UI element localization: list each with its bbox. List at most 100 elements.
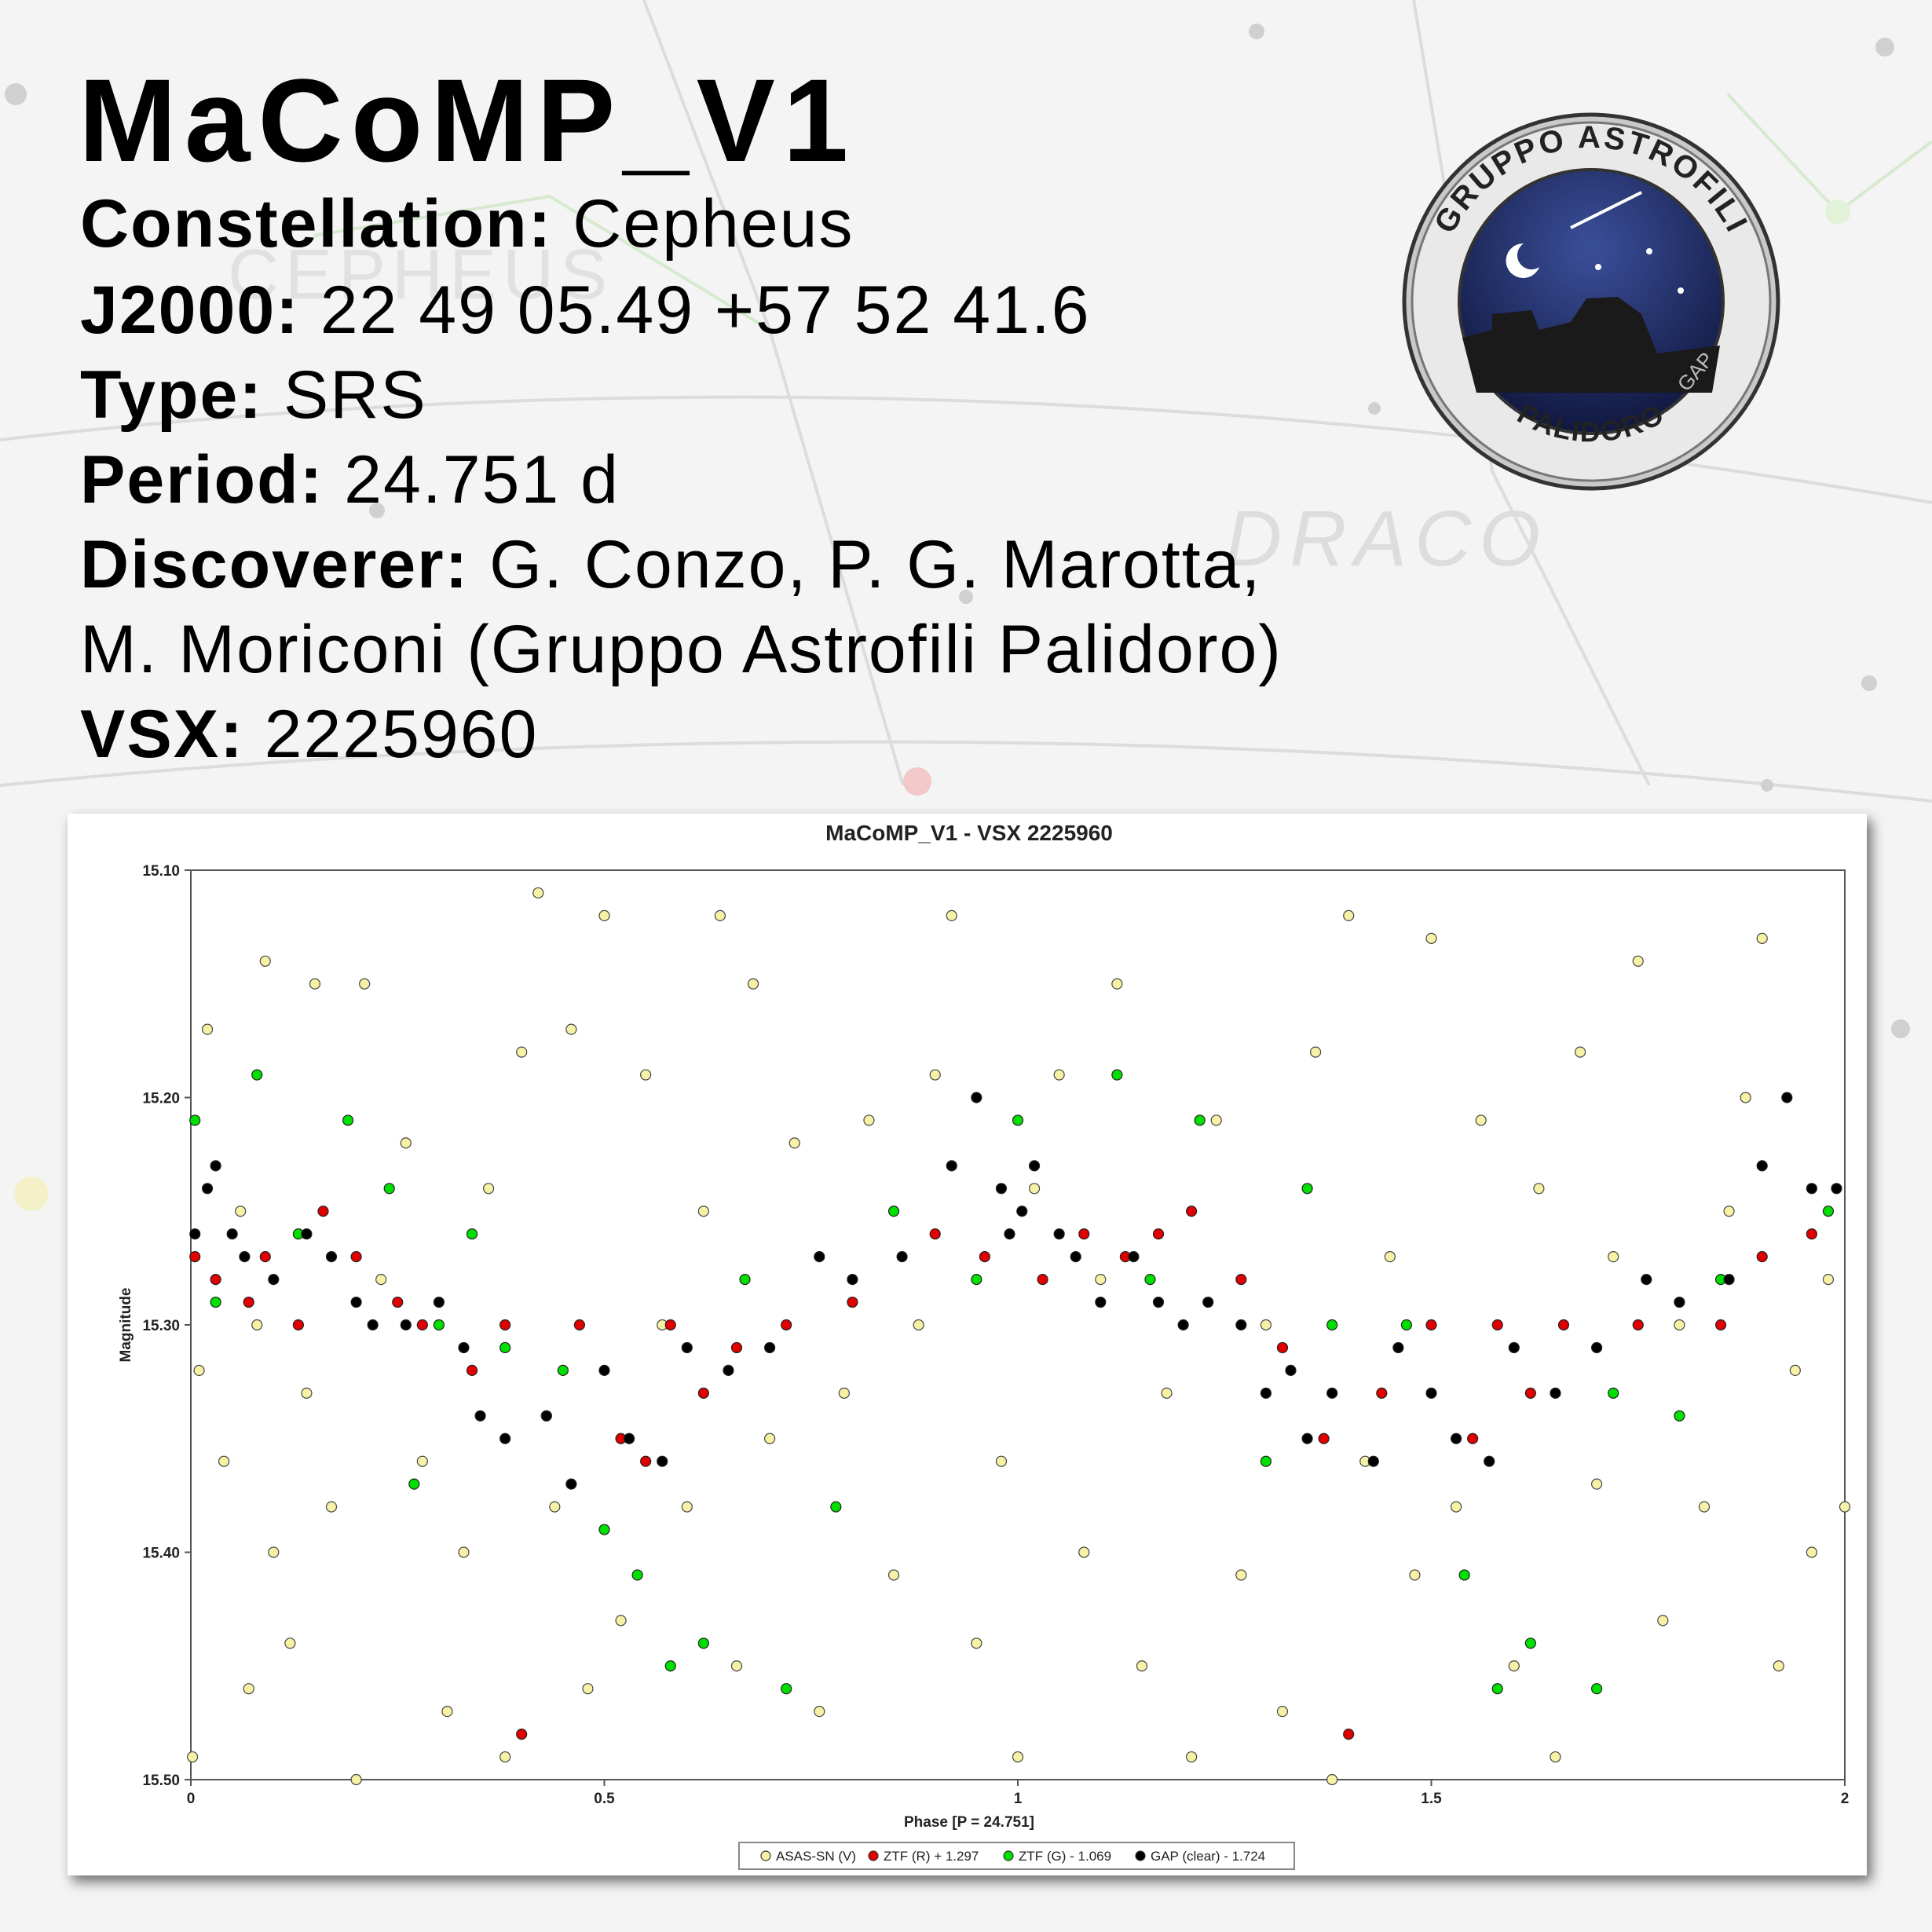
point — [350, 1296, 362, 1308]
point — [971, 1637, 982, 1649]
point — [598, 909, 610, 922]
point — [243, 1296, 254, 1308]
chart-title: MaCoMP_V1 - VSX 2225960 — [825, 821, 1113, 845]
point — [664, 1319, 676, 1331]
series — [187, 887, 1851, 1786]
point — [847, 1296, 858, 1308]
point — [714, 909, 726, 922]
point — [189, 1114, 201, 1126]
point — [1318, 1433, 1330, 1444]
point — [549, 1501, 561, 1513]
point — [929, 1228, 941, 1240]
info-value: Cepheus — [573, 186, 854, 262]
point — [1756, 932, 1768, 944]
info-value: 2225960 — [265, 697, 539, 772]
x-tick-label: 0 — [187, 1791, 196, 1807]
point — [210, 1273, 221, 1286]
info-label: Type: — [80, 357, 263, 433]
info-fields: Constellation: Cepheus J2000: 22 49 05.49… — [80, 186, 1281, 772]
point — [863, 1114, 875, 1126]
point — [1128, 1251, 1140, 1263]
point — [1136, 1660, 1148, 1672]
point — [1574, 1046, 1586, 1058]
point — [433, 1296, 445, 1308]
point — [971, 1273, 982, 1286]
point — [1674, 1410, 1685, 1422]
point — [1078, 1546, 1090, 1558]
point — [301, 1228, 313, 1240]
point — [292, 1319, 304, 1331]
point — [1524, 1387, 1536, 1399]
point — [598, 1524, 610, 1535]
point — [1301, 1433, 1313, 1444]
point — [1028, 1183, 1041, 1195]
point — [1484, 1455, 1495, 1467]
point — [1210, 1114, 1222, 1126]
point — [1111, 978, 1123, 990]
point — [1806, 1228, 1817, 1240]
point — [1491, 1683, 1503, 1695]
point — [317, 1206, 329, 1217]
point — [499, 1751, 511, 1763]
bg-label: DRACO — [1225, 495, 1548, 583]
point — [259, 1251, 271, 1263]
point — [1070, 1251, 1081, 1263]
point — [1012, 1751, 1024, 1763]
point — [458, 1341, 470, 1354]
legend-label: ASAS-SN (V) — [776, 1849, 856, 1864]
point — [350, 1773, 362, 1786]
point — [342, 1114, 354, 1126]
point — [789, 1137, 800, 1149]
point — [482, 1183, 495, 1195]
point — [1326, 1387, 1338, 1399]
point — [697, 1637, 709, 1649]
info-line: VSX: 2225960 — [80, 697, 538, 772]
point — [623, 1433, 635, 1444]
point — [1053, 1069, 1065, 1081]
point — [781, 1683, 792, 1695]
info-label: Constellation: — [80, 186, 552, 262]
point — [1450, 1501, 1462, 1513]
x-tick-label: 1 — [1014, 1791, 1023, 1807]
point — [1260, 1387, 1272, 1399]
bg-label: CEPHEUS — [228, 236, 613, 314]
point — [193, 1364, 205, 1377]
point — [1095, 1273, 1107, 1286]
page-title: MaCoMP_V1 — [79, 54, 856, 186]
point — [1533, 1183, 1545, 1195]
point — [1260, 1319, 1272, 1331]
point — [226, 1228, 238, 1240]
point — [1698, 1501, 1711, 1513]
point — [730, 1660, 743, 1672]
point — [1078, 1228, 1090, 1240]
point — [1781, 1092, 1793, 1103]
point — [1831, 1183, 1842, 1195]
point — [1194, 1114, 1206, 1126]
point — [847, 1273, 858, 1286]
info-label: J2000: — [80, 273, 300, 348]
point — [1806, 1183, 1817, 1195]
point — [1822, 1206, 1835, 1217]
x-tick-label: 1.5 — [1421, 1791, 1442, 1807]
info-line: J2000: 22 49 05.49 +57 52 41.6 — [80, 273, 1091, 348]
point — [1632, 955, 1644, 967]
point — [887, 1569, 900, 1581]
point — [946, 1160, 957, 1172]
point — [1409, 1569, 1421, 1581]
point — [1111, 1069, 1123, 1081]
point — [1235, 1569, 1247, 1581]
point — [565, 1023, 577, 1035]
point — [350, 1251, 362, 1263]
point — [540, 1410, 552, 1422]
point — [210, 1296, 221, 1308]
point — [781, 1319, 792, 1331]
y-tick-label: 15.50 — [142, 1773, 180, 1789]
point — [747, 978, 759, 990]
point — [1723, 1273, 1735, 1286]
point — [1177, 1319, 1189, 1331]
point — [1425, 1387, 1437, 1399]
point — [995, 1183, 1008, 1195]
point — [896, 1251, 908, 1263]
point — [640, 1455, 652, 1467]
point — [1367, 1455, 1379, 1467]
